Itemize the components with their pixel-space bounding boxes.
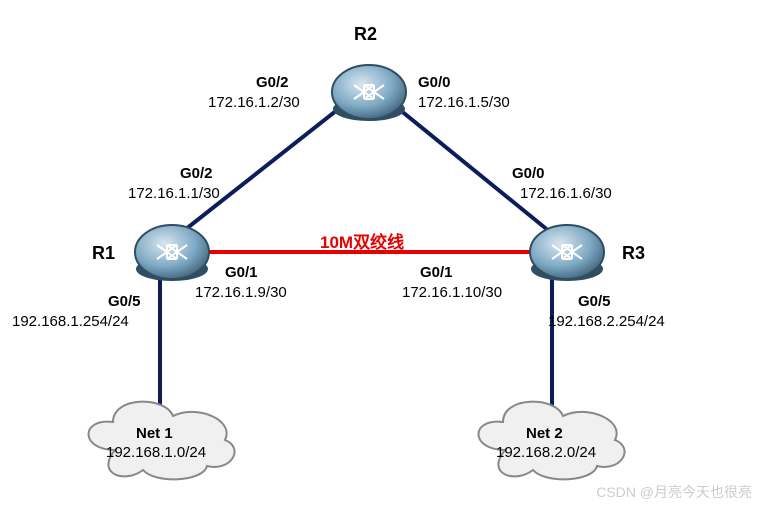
router-r2 <box>332 65 406 121</box>
r2-g02-ip: 172.16.1.2/30 <box>208 94 300 111</box>
router-r1 <box>135 225 209 281</box>
router-r1-label: R1 <box>92 243 115 264</box>
r3-g05-if: G0/5 <box>578 293 611 310</box>
net2-cidr: 192.168.2.0/24 <box>496 444 596 461</box>
r3-g05-ip: 192.168.2.254/24 <box>548 313 665 330</box>
net1-name: Net 1 <box>136 425 173 442</box>
net1-cidr: 192.168.1.0/24 <box>106 444 206 461</box>
r3-g01-ip: 172.16.1.10/30 <box>402 284 502 301</box>
watermark: CSDN @月亮今天也很亮 <box>596 482 752 502</box>
r1-g05-ip: 192.168.1.254/24 <box>12 313 129 330</box>
r3-g01-if: G0/1 <box>420 264 453 281</box>
link-r1-r3-label: 10M双绞线 <box>320 228 404 253</box>
r2-g00-ip: 172.16.1.5/30 <box>418 94 510 111</box>
r1-g01-if: G0/1 <box>225 264 258 281</box>
router-r2-label: R2 <box>354 24 377 45</box>
router-r3-label: R3 <box>622 243 645 264</box>
r1-g02-if: G0/2 <box>180 165 213 182</box>
r1-g01-ip: 172.16.1.9/30 <box>195 284 287 301</box>
r1-g05-if: G0/5 <box>108 293 141 310</box>
r3-g00-if: G0/0 <box>512 165 545 182</box>
router-r3 <box>530 225 604 281</box>
r1-g02-ip: 172.16.1.1/30 <box>128 185 220 202</box>
r2-g02-if: G0/2 <box>256 74 289 91</box>
r2-g00-if: G0/0 <box>418 74 451 91</box>
r3-g00-ip: 172.16.1.6/30 <box>520 185 612 202</box>
net2-name: Net 2 <box>526 425 563 442</box>
